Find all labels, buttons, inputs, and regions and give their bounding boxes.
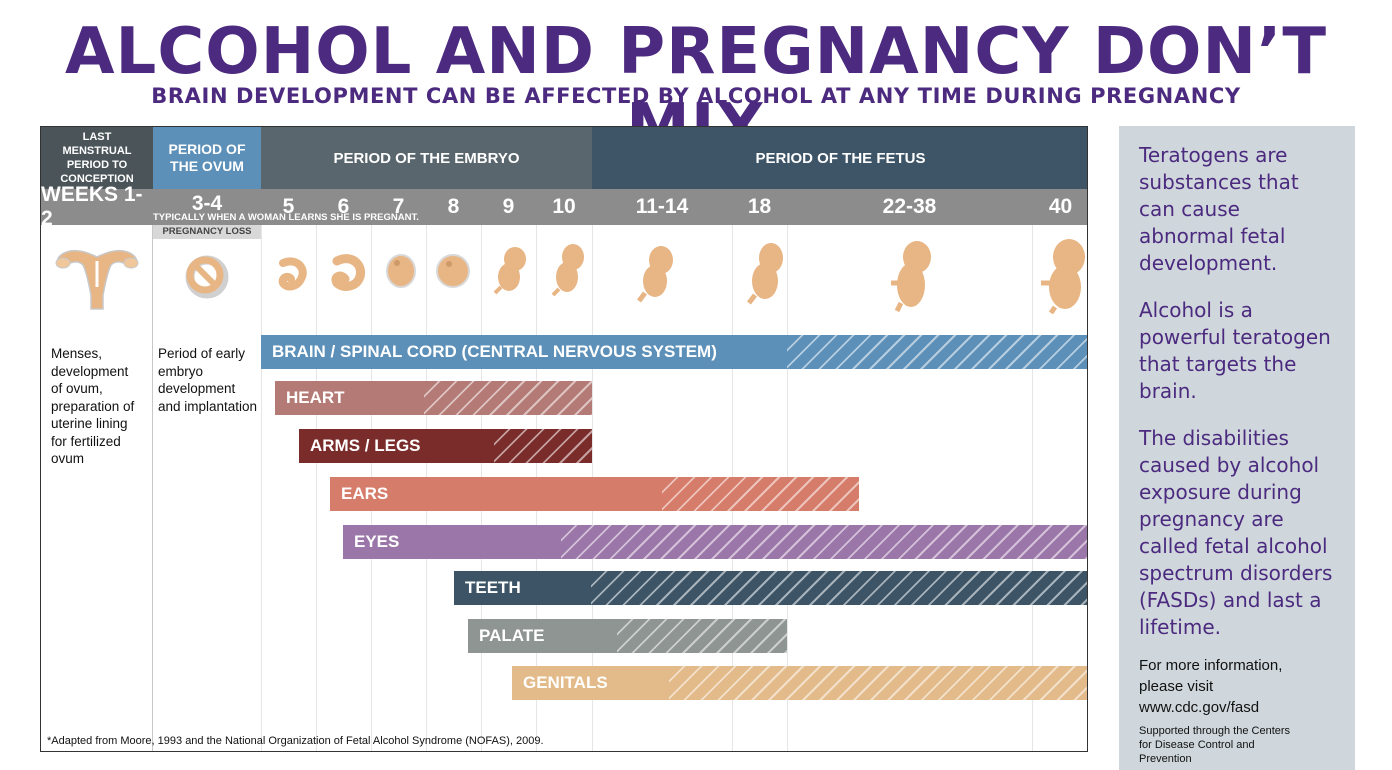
fetus-icon (747, 243, 783, 305)
bar-eyes: EYES (343, 525, 1087, 559)
uterus-icon (55, 250, 139, 310)
week-8: 8 (426, 189, 481, 225)
footnote: *Adapted from Moore, 1993 and the Nation… (47, 735, 544, 747)
week-18: 18 (732, 189, 787, 225)
bar-hatch (424, 381, 592, 415)
embryo-icon (278, 257, 307, 291)
week-label: 9 (502, 195, 515, 218)
week-label: 3-4 (191, 192, 223, 215)
fetus-icon (551, 244, 584, 297)
week-label: WEEKS 1-2 (41, 183, 143, 230)
week-label: 7 (392, 195, 405, 218)
bar-palate: PALATE (468, 619, 787, 653)
sidebar-panel: Teratogens are substances that can cause… (1119, 126, 1355, 770)
bar-label: BRAIN / SPINAL CORD (CENTRAL NERVOUS SYS… (272, 342, 717, 361)
bar-hatch (617, 619, 787, 653)
embryo-icon (436, 254, 470, 288)
pregnancy-loss-label: PREGNANCY LOSS (153, 225, 261, 239)
bar-label: ARMS / LEGS (310, 436, 421, 455)
gridline (152, 225, 153, 751)
header-lmp: LAST MENSTRUAL PERIOD TO CONCEPTION (41, 127, 153, 189)
embryo-icon (331, 254, 365, 291)
week-label: 5 (282, 195, 295, 218)
week-label: 40 (1048, 195, 1073, 218)
bar-label: TEETH (465, 578, 521, 597)
learn-note: TYPICALLY WHEN A WOMAN LEARNS SHE IS PRE… (153, 212, 419, 223)
bar-teeth: TEETH (454, 571, 1087, 605)
fetus-icon (493, 247, 526, 295)
bar-label: EYES (354, 532, 400, 551)
week-9: 9 (481, 189, 536, 225)
bar-label: GENITALS (523, 673, 608, 692)
bar-ears: EARS (330, 477, 859, 511)
fetus-icon (637, 246, 673, 303)
sidebar-alcohol: Alcohol is a powerful teratogen that tar… (1139, 298, 1331, 403)
week-label: 10 (552, 195, 576, 218)
gridline (316, 225, 317, 751)
week-5: 5 (261, 189, 316, 225)
week-1-2: WEEKS 1-2 (41, 183, 153, 230)
bar-hatch (662, 477, 859, 511)
sidebar-teratogens: Teratogens are substances that can cause… (1139, 143, 1299, 275)
week-10: 10 (536, 189, 592, 225)
bar-hatch (669, 666, 1087, 700)
week-3-4: 3-4 (153, 189, 261, 225)
bar-brain-spinal-cord: BRAIN / SPINAL CORD (CENTRAL NERVOUS SYS… (261, 335, 1087, 369)
bar-arms-legs: ARMS / LEGS (299, 429, 592, 463)
week-11-14: 11-14 (592, 189, 732, 225)
week-label: 6 (337, 195, 350, 218)
bar-genitals: GENITALS (512, 666, 1087, 700)
week-label: 22-38 (882, 195, 937, 218)
gridline (1032, 225, 1033, 751)
header-ovum-label: PERIOD OF THE OVUM (168, 141, 246, 174)
fetus-icon (891, 241, 931, 313)
header-lmp-label: LAST MENSTRUAL PERIOD TO CONCEPTION (60, 131, 134, 185)
sidebar-more-info: For more information, please visit www.c… (1139, 657, 1283, 716)
bar-hatch (787, 335, 1087, 369)
bar-label: HEART (286, 388, 345, 407)
sidebar-fasd: The disabilities caused by alcohol expos… (1139, 426, 1333, 639)
bar-heart: HEART (275, 381, 592, 415)
lmp-description: Menses, development of ovum, preparation… (51, 346, 135, 466)
week-label: 8 (447, 195, 460, 218)
header-fetus: PERIOD OF THE FETUS (592, 127, 1087, 189)
week-7: 7 (371, 189, 426, 225)
week-label: 11-14 (635, 195, 689, 218)
header-embryo: PERIOD OF THE EMBRYO (261, 127, 592, 189)
week-40: 40 (1032, 189, 1087, 225)
header-fetus-label: PERIOD OF THE FETUS (755, 149, 926, 167)
week-label: 18 (747, 195, 772, 218)
bar-label: PALATE (479, 626, 545, 645)
bar-hatch (494, 429, 592, 463)
gridline (261, 225, 262, 751)
page-subtitle: BRAIN DEVELOPMENT CAN BE AFFECTED BY ALC… (151, 84, 1241, 108)
sidebar-support: Supported through the Centers for Diseas… (1139, 725, 1291, 765)
bar-hatch (591, 571, 1087, 605)
week-6: 6 (316, 189, 371, 225)
bar-hatch (561, 525, 1087, 559)
ovum-description: Period of early embryo development and i… (158, 346, 258, 414)
header-embryo-label: PERIOD OF THE EMBRYO (333, 149, 520, 167)
ovum-icon (185, 255, 229, 299)
week-22-38: 22-38 (787, 189, 1032, 225)
bar-label: EARS (341, 484, 389, 503)
development-chart: LAST MENSTRUAL PERIOD TO CONCEPTION PERI… (40, 126, 1088, 752)
header-ovum: PERIOD OF THE OVUM (153, 127, 261, 189)
fetus-icon (1041, 239, 1085, 315)
embryo-icon (386, 254, 416, 288)
